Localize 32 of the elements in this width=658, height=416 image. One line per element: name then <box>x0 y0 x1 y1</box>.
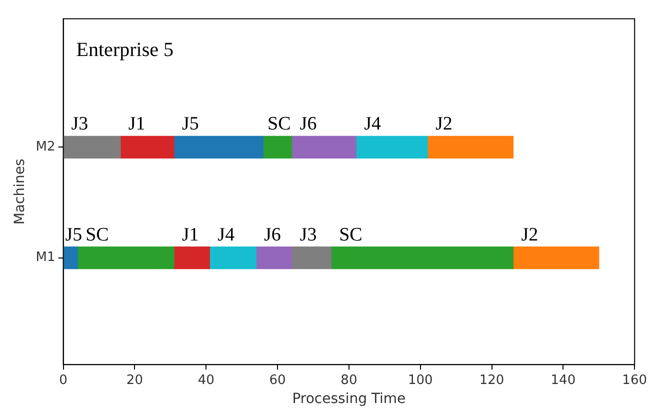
y-axis-title: Machines <box>12 158 28 225</box>
data-label: J5 <box>182 114 199 135</box>
y-tick-label: M1 <box>36 250 56 266</box>
x-tick-label: 120 <box>479 372 504 388</box>
x-tick-label: 40 <box>198 372 214 388</box>
data-label: J1 <box>182 224 199 246</box>
bar <box>512 246 600 270</box>
data-label: J3 <box>300 224 317 246</box>
x-axis-title: Processing Time <box>292 391 406 408</box>
x-tick-label: 0 <box>59 372 68 388</box>
text: Enterprise 5 <box>76 39 174 62</box>
data-label: J1 <box>128 114 146 135</box>
x-tick-label: 160 <box>622 372 648 388</box>
x-tick-label: 140 <box>550 372 576 388</box>
data-label: J6 <box>300 114 317 135</box>
data-label: J5 <box>65 224 82 246</box>
y-tick-label: M2 <box>36 140 56 155</box>
x-tick-label: 80 <box>340 372 358 388</box>
x-tick-label: 60 <box>269 372 286 388</box>
x-tick-label: 20 <box>126 372 143 388</box>
data-label: SC <box>339 224 362 246</box>
data-label: J4 <box>364 114 382 135</box>
x-tick-label: 100 <box>408 372 433 388</box>
data-label: J3 <box>71 114 88 135</box>
bar <box>256 246 292 270</box>
data-label: J2 <box>435 114 452 135</box>
data-label: J4 <box>218 224 236 246</box>
data-label: J2 <box>521 224 538 246</box>
data-label: J6 <box>264 224 281 246</box>
bar <box>291 136 356 158</box>
data-label: SC <box>86 224 109 246</box>
data-label: SC <box>268 114 291 135</box>
